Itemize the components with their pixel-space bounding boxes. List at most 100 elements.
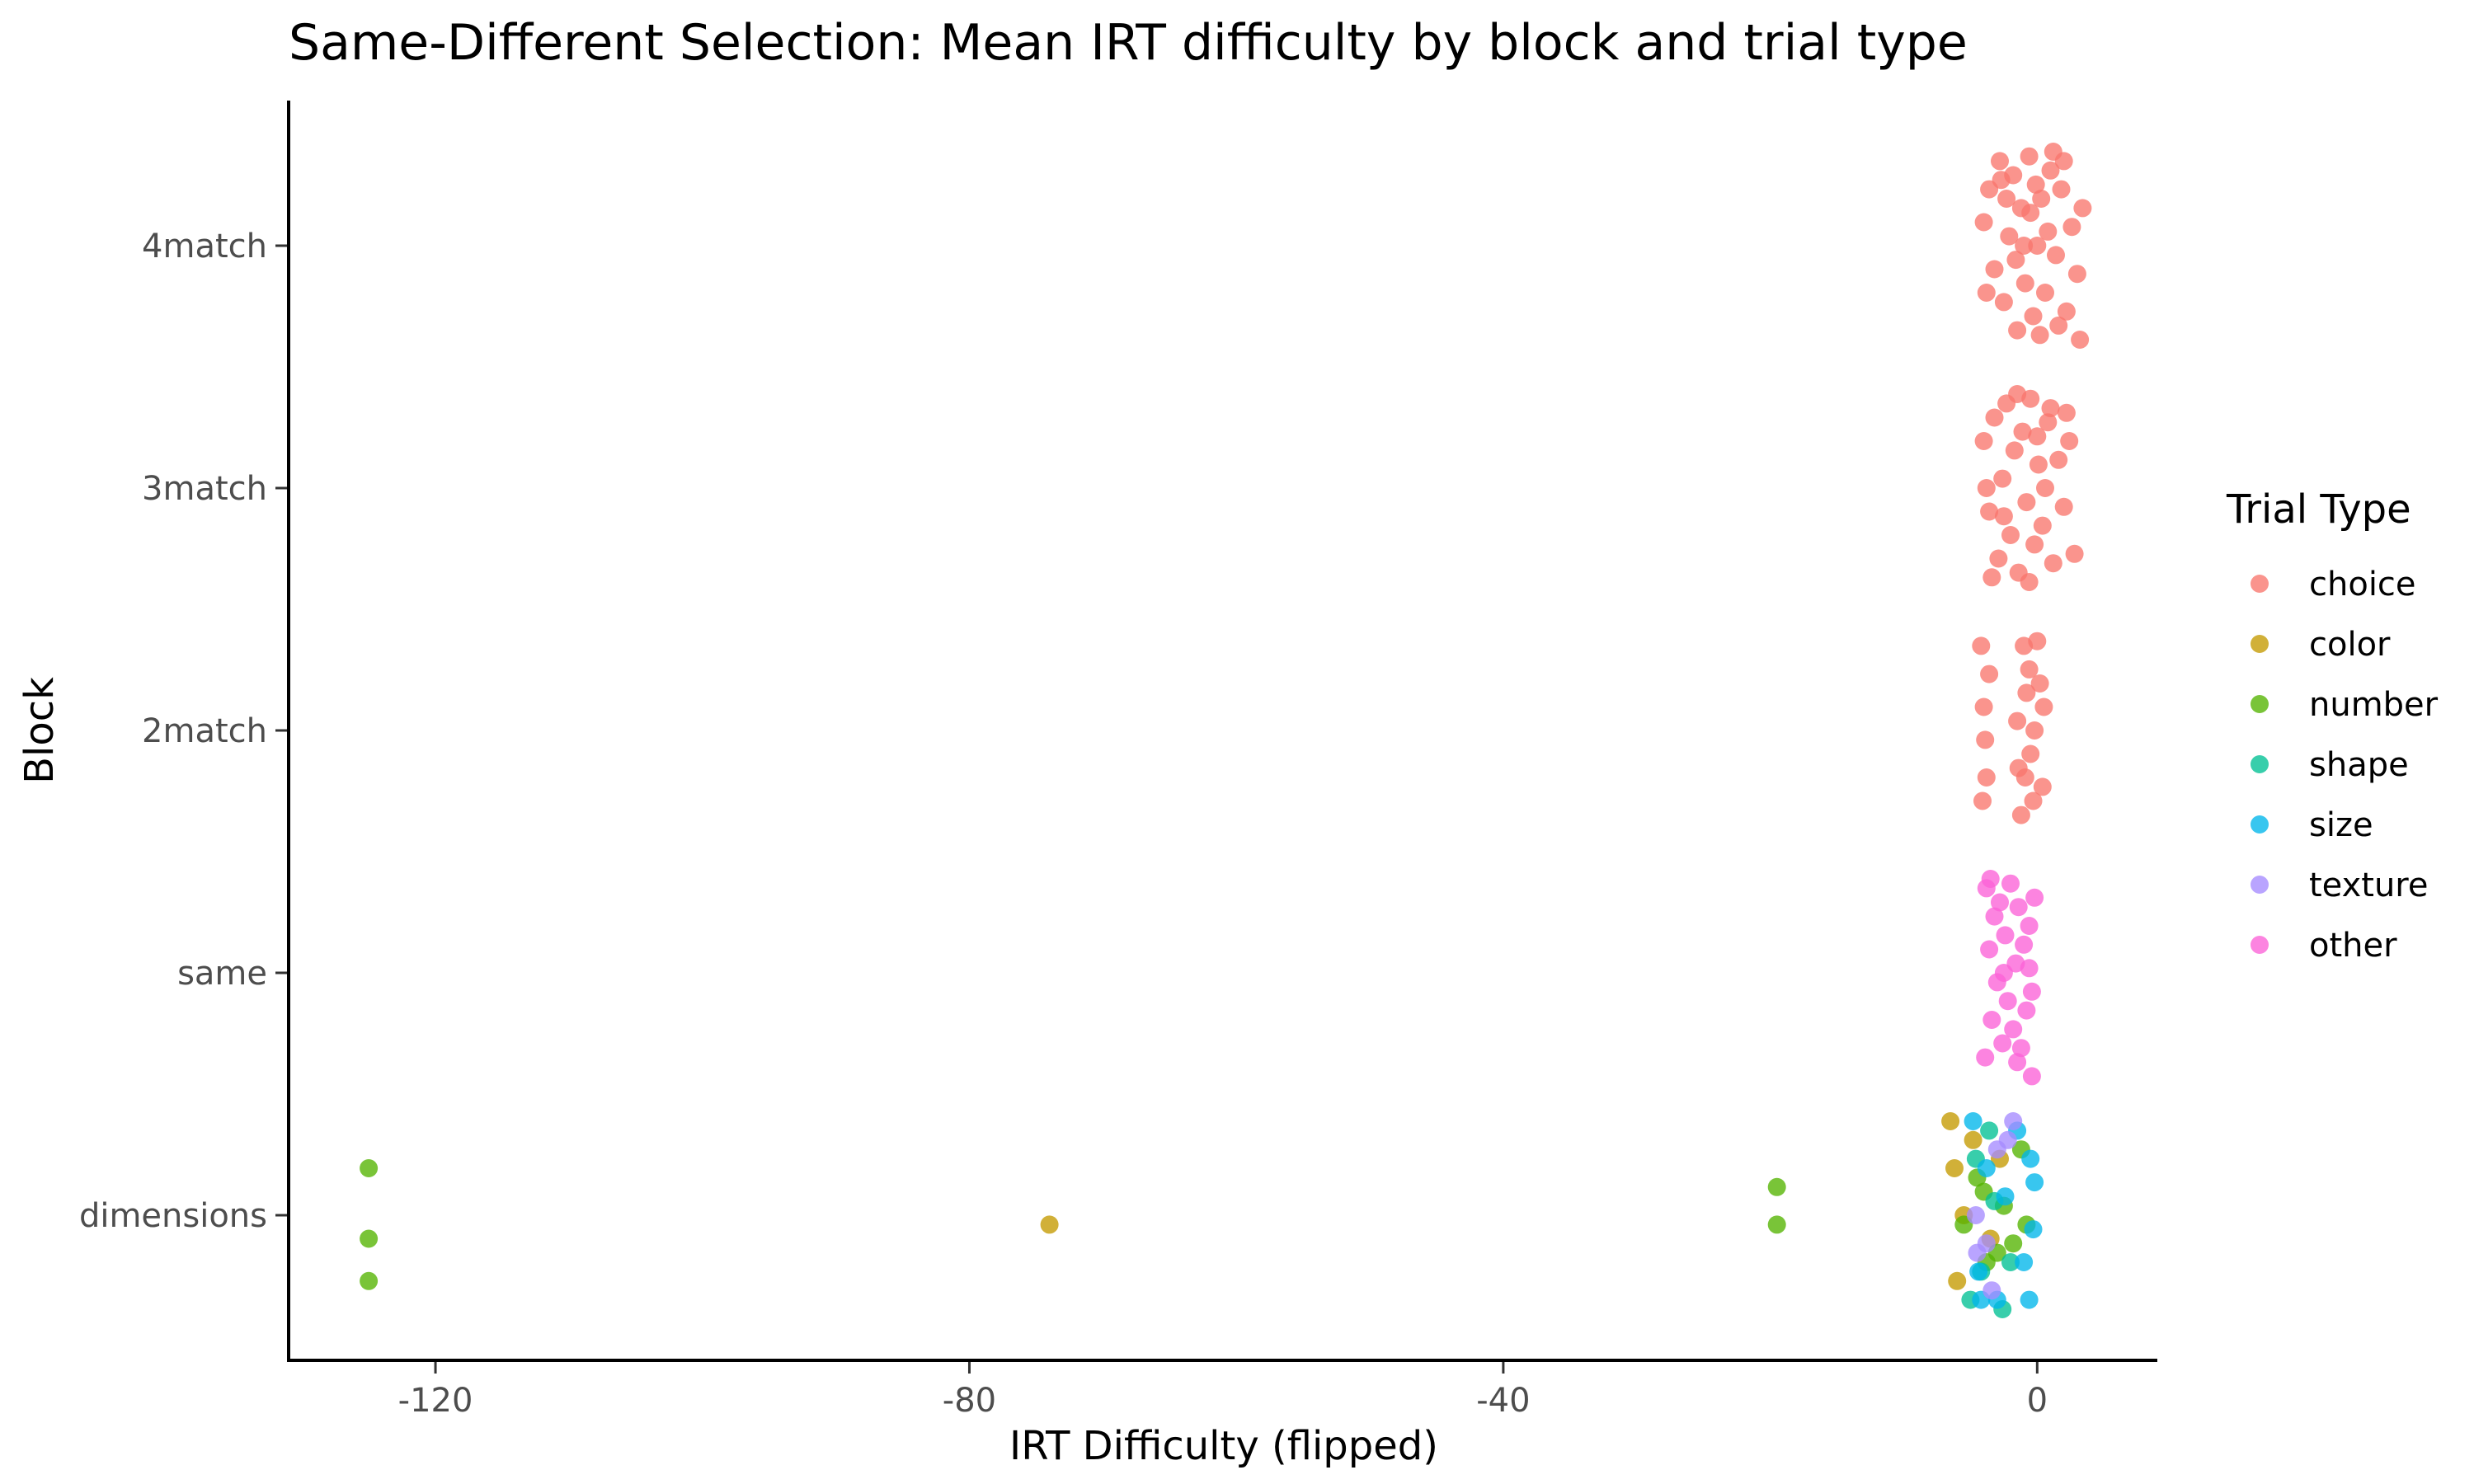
data-point	[2033, 516, 2052, 535]
data-point	[1994, 293, 2013, 312]
data-point	[2017, 493, 2036, 512]
legend-label: shape	[2309, 746, 2409, 784]
data-point	[1993, 1034, 2012, 1053]
y-tick-label: 4match	[142, 228, 267, 265]
data-point	[2041, 399, 2060, 418]
data-point	[2004, 1112, 2023, 1130]
data-point	[2015, 274, 2034, 293]
legend-item-number: number	[2251, 686, 2439, 724]
data-point	[2024, 1220, 2043, 1239]
data-point	[2032, 190, 2051, 208]
legend-item-choice: choice	[2251, 566, 2416, 603]
data-point	[2024, 791, 2043, 810]
legend-marker	[2251, 575, 2269, 593]
data-point	[2015, 1253, 2034, 1271]
legend-marker	[2251, 815, 2269, 834]
data-point	[2034, 697, 2053, 716]
legend-marker	[2251, 755, 2269, 773]
data-point	[360, 1159, 379, 1177]
data-point	[1974, 697, 1993, 716]
data-point	[1977, 1234, 1996, 1253]
data-point	[2017, 1001, 2036, 1020]
legend-item-texture: texture	[2251, 866, 2428, 904]
data-point	[1991, 893, 2009, 912]
data-point	[2067, 265, 2086, 284]
legend-item-color: color	[2251, 626, 2391, 664]
data-point	[2028, 237, 2047, 255]
legend-marker	[2251, 876, 2269, 894]
data-point	[1969, 1262, 1988, 1281]
data-point	[2011, 1039, 2030, 1058]
series-number	[360, 1140, 2036, 1290]
data-point	[1974, 432, 1993, 450]
series-other	[1976, 870, 2044, 1086]
data-point	[2041, 161, 2060, 180]
data-point	[2000, 227, 2019, 246]
legend-label: texture	[2309, 866, 2428, 904]
data-point	[1993, 469, 2012, 488]
data-point	[1985, 408, 2004, 427]
legend-item-other: other	[2251, 927, 2397, 965]
data-point	[2005, 441, 2024, 460]
legend-label: number	[2309, 686, 2439, 724]
data-point	[2054, 497, 2073, 516]
data-point	[1982, 1011, 2001, 1029]
legend-title: Trial Type	[2226, 486, 2411, 533]
data-point	[2060, 432, 2079, 450]
y-tick-label: 3match	[142, 470, 267, 508]
data-point	[1981, 870, 2000, 888]
data-point	[2009, 758, 2028, 777]
data-point	[2006, 251, 2025, 270]
data-point	[1996, 926, 2015, 945]
data-point	[1989, 549, 2008, 568]
x-tick-label: -120	[398, 1382, 473, 1420]
data-point	[2044, 554, 2062, 573]
data-point	[2033, 777, 2052, 796]
data-point	[1948, 1271, 1967, 1290]
data-point	[1994, 507, 2013, 526]
data-point	[2028, 427, 2047, 446]
data-point	[2021, 744, 2040, 763]
data-point	[2020, 147, 2039, 166]
data-point	[1964, 1130, 1982, 1149]
data-point	[1767, 1177, 1786, 1196]
x-tick-label: -80	[943, 1382, 996, 1420]
legend-item-size: size	[2251, 806, 2373, 844]
data-point	[2062, 218, 2081, 237]
data-point	[1945, 1159, 1964, 1177]
x-axis-ticks: -120 -80 -40 0	[398, 1362, 2048, 1420]
data-point	[1994, 964, 2013, 982]
data-point	[1966, 1206, 1985, 1224]
data-point	[2039, 413, 2058, 432]
data-point	[1964, 1112, 1982, 1130]
data-point	[2008, 385, 2027, 403]
data-point	[2008, 1053, 2027, 1072]
data-point	[2013, 422, 2032, 441]
data-point	[1972, 636, 1991, 655]
data-point	[1977, 284, 1996, 302]
data-point	[2022, 1067, 2041, 1086]
data-point	[2025, 1173, 2044, 1192]
data-point	[1998, 992, 2017, 1011]
data-point	[1992, 171, 2011, 190]
data-point	[2028, 632, 2047, 650]
data-point	[1980, 502, 1999, 521]
data-point	[2008, 321, 2027, 340]
data-point	[1980, 1121, 1999, 1140]
data-point	[2024, 307, 2043, 326]
data-point	[2036, 479, 2054, 497]
legend-label: color	[2309, 626, 2391, 664]
legend-marker	[2251, 635, 2269, 653]
data-point	[2025, 888, 2044, 907]
chart-title: Same-Different Selection: Mean IRT diffi…	[289, 14, 1968, 72]
legend-label: choice	[2309, 566, 2416, 603]
y-tick-label: dimensions	[79, 1197, 267, 1235]
data-point	[1040, 1215, 1059, 1234]
x-tick-label: -40	[1476, 1382, 1530, 1420]
legend-label: size	[2309, 806, 2373, 844]
data-point	[2009, 898, 2028, 917]
data-point	[2004, 1234, 2023, 1253]
data-point	[2036, 284, 2054, 302]
data-point	[2001, 874, 2020, 893]
